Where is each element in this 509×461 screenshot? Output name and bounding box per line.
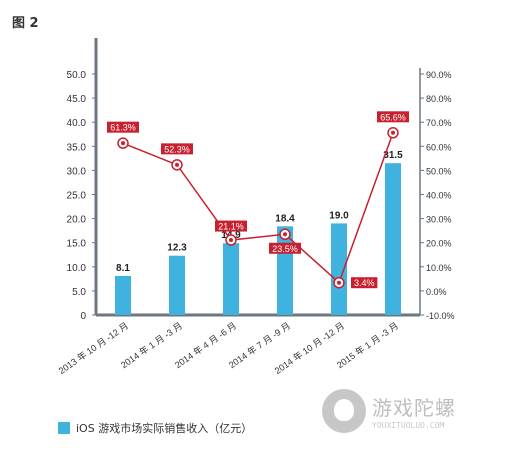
bar-value-label: 19.0 xyxy=(329,210,349,221)
y-right-tick-label: 90.0% xyxy=(426,70,452,80)
y-right-tick-label: 70.0% xyxy=(426,118,452,128)
bar-value-label: 31.5 xyxy=(383,150,403,161)
bar-value-label: 12.3 xyxy=(167,243,187,254)
y-right-tick-label: 30.0% xyxy=(426,215,452,225)
growth-label: 52.3% xyxy=(164,144,190,154)
bar xyxy=(169,255,185,315)
bar xyxy=(115,275,131,315)
growth-point xyxy=(175,162,179,167)
y-right-tick-label: 40.0% xyxy=(426,191,452,201)
gyroscope-logo-icon xyxy=(322,389,366,433)
legend-swatch xyxy=(58,422,70,434)
y-left-tick-label: 50.0 xyxy=(67,70,87,81)
bar xyxy=(331,223,347,315)
watermark-name: 游戏陀螺 xyxy=(372,396,456,420)
y-left-tick-label: 25.0 xyxy=(67,191,87,202)
watermark-url: YOUXITUOLUO.COM xyxy=(372,421,445,430)
y-left-tick-label: 30.0 xyxy=(67,166,87,177)
y-right-tick-label: 80.0% xyxy=(426,94,452,104)
growth-label-box xyxy=(269,242,301,254)
growth-point xyxy=(121,141,125,146)
growth-label: 3.4% xyxy=(354,278,375,288)
y-right-tick-label: 50.0% xyxy=(426,166,452,176)
growth-point xyxy=(229,238,233,243)
growth-point xyxy=(337,280,341,285)
growth-label-box xyxy=(107,121,139,133)
y-left-tick-label: 15.0 xyxy=(67,239,87,250)
growth-point xyxy=(283,232,287,237)
growth-label: 21.1% xyxy=(218,222,244,232)
y-left-tick-label: 5.0 xyxy=(72,287,86,298)
y-left-tick-label: 20.0 xyxy=(67,215,87,226)
figure-label: 图 2 xyxy=(12,16,39,31)
y-right-tick-label: 0.0% xyxy=(426,287,447,297)
bar-value-label: 8.1 xyxy=(116,263,130,274)
bar-value-label: 18.4 xyxy=(275,213,295,224)
y-right-tick-label: -10.0% xyxy=(426,311,455,321)
y-right-tick-label: 60.0% xyxy=(426,142,452,152)
growth-line xyxy=(122,132,394,285)
watermark-text: 游戏陀螺 YOUXITUOLUO.COM xyxy=(372,392,456,430)
growth-label: 23.5% xyxy=(272,244,298,254)
growth-label: 61.3% xyxy=(110,123,136,133)
growth-label-box xyxy=(215,220,247,232)
x-tick-label: 2013 年 10 月 -12 月 xyxy=(56,320,130,376)
legend: iOS 游戏市场实际销售收入（亿元） xyxy=(58,420,252,436)
watermark: 游戏陀螺 YOUXITUOLUO.COM xyxy=(322,380,482,442)
y-left-tick-label: 45.0 xyxy=(67,94,87,105)
growth-label: 65.6% xyxy=(380,112,406,122)
y-left-tick-label: 40.0 xyxy=(67,118,87,129)
growth-label-box xyxy=(377,111,409,123)
growth-label-box xyxy=(161,143,193,155)
y-left-tick-label: 35.0 xyxy=(67,142,87,153)
y-left-tick-label: 0 xyxy=(80,311,86,322)
growth-point xyxy=(391,130,395,135)
legend-label: iOS 游戏市场实际销售收入（亿元） xyxy=(76,422,253,435)
y-right-tick-label: 10.0% xyxy=(426,263,452,273)
y-right-tick-label: 20.0% xyxy=(426,239,452,249)
bar xyxy=(223,243,239,315)
growth-label-box xyxy=(351,277,378,289)
y-left-tick-label: 10.0 xyxy=(67,263,87,274)
bar xyxy=(385,163,401,315)
